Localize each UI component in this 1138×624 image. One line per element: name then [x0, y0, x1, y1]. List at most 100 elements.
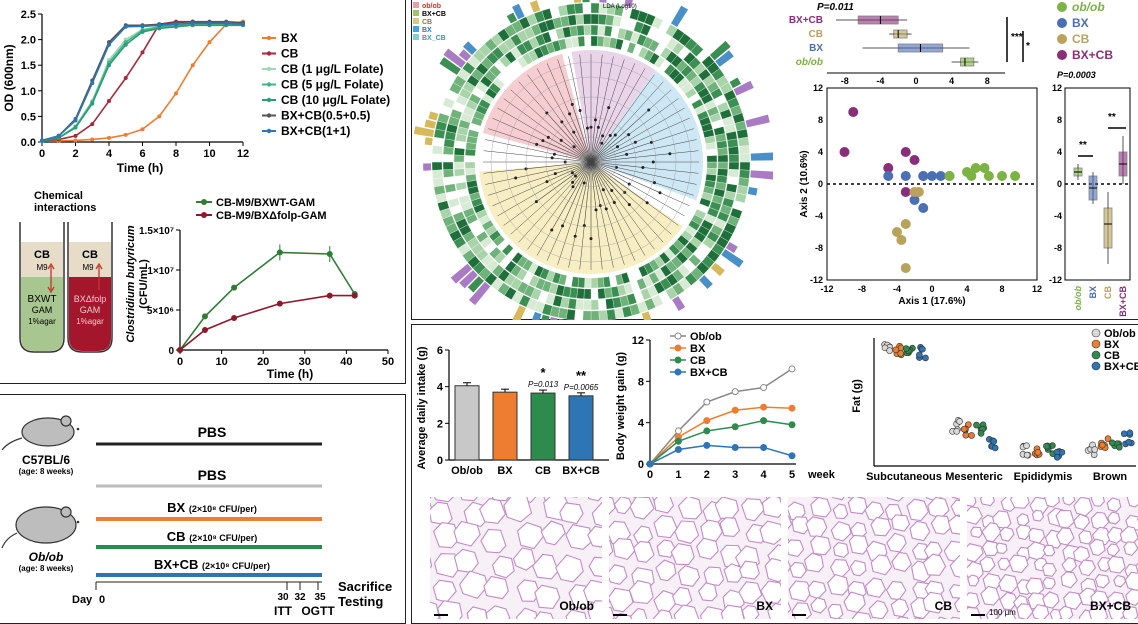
data-point	[90, 122, 94, 126]
x-tick-label: 0	[177, 356, 183, 368]
heatmap-cell	[739, 145, 750, 154]
node	[647, 109, 650, 112]
data-point	[74, 134, 78, 138]
node	[553, 153, 556, 156]
legend-label: CB (10 μg/L Folate)	[281, 93, 390, 107]
heatmap-cell	[443, 154, 453, 162]
node	[641, 166, 644, 169]
outer-bar	[423, 163, 431, 170]
legend-label: CB-M9/BXWT-GAM	[216, 197, 315, 209]
node	[594, 118, 597, 121]
adipocyte	[1043, 577, 1055, 588]
data-point	[789, 453, 795, 459]
x-tick-label: 4	[761, 469, 768, 481]
scatter-point	[896, 235, 906, 245]
tube-wt: CB M9 BXWT GAM 1%agar	[20, 222, 64, 352]
day-label: Day	[72, 594, 93, 606]
adipocyte	[834, 543, 849, 558]
heatmap-cell	[598, 14, 606, 25]
heatmap-cell	[591, 311, 599, 320]
data-point	[732, 389, 738, 395]
data-point	[174, 22, 178, 26]
cb-label: CB (2×10⁸ CFU/per)	[167, 529, 257, 544]
adipocyte	[1079, 531, 1092, 544]
y-tick-label: 0	[818, 179, 823, 189]
node	[586, 127, 589, 130]
adipocyte	[678, 497, 701, 519]
node	[571, 185, 574, 188]
weight-xlabel-suffix: week	[807, 469, 836, 481]
box-tick: 0	[913, 76, 918, 86]
box	[858, 16, 898, 24]
significance: *	[540, 365, 546, 380]
scatter-point	[936, 171, 946, 181]
data-point	[704, 428, 710, 434]
node	[628, 203, 631, 206]
heatmap-cell	[583, 311, 591, 320]
adipocyte	[833, 504, 848, 518]
x-tick-label: 8	[999, 284, 1004, 294]
adipocyte	[484, 576, 508, 598]
heatmap-cell	[583, 14, 591, 24]
legend-marker	[267, 98, 271, 102]
bar	[569, 396, 593, 460]
node	[625, 153, 628, 156]
x-tick-label: 0	[647, 469, 653, 481]
node	[573, 145, 576, 148]
outer-bar	[599, 0, 608, 3]
node	[600, 142, 603, 145]
data-point	[202, 313, 208, 319]
x-tick-label: -4	[893, 284, 901, 294]
side-tick: -12	[1049, 275, 1062, 285]
x-tick-label: 10	[215, 356, 227, 368]
heatmap-cell	[718, 155, 728, 162]
node	[668, 152, 671, 155]
adipocyte	[1000, 527, 1014, 541]
data-point	[74, 126, 78, 130]
data-point	[74, 138, 78, 142]
growth-xlabel: Time (h)	[117, 161, 163, 175]
x-category: BX	[497, 465, 513, 477]
legend-marker	[267, 82, 271, 86]
tree-legend-title: LDA (Log10)	[603, 4, 637, 10]
outer-bar	[746, 115, 770, 128]
node	[597, 126, 600, 129]
heatmap-cell	[576, 14, 584, 25]
data-point	[647, 461, 653, 467]
adipocyte	[673, 588, 692, 607]
y-tick-label: 2.5	[21, 9, 36, 21]
node	[623, 191, 626, 194]
outer-bar	[530, 0, 540, 12]
heatmap-cell	[740, 154, 750, 162]
adipocyte	[967, 507, 982, 524]
data-point	[969, 432, 975, 438]
data-point	[789, 366, 795, 372]
outer-bar	[557, 319, 566, 320]
histology-label-bxcb: BX+CB	[1090, 599, 1131, 613]
heatmap-cell	[716, 141, 727, 149]
data-point	[208, 21, 212, 25]
node	[590, 126, 593, 129]
scatter-point	[910, 155, 920, 165]
adipocyte	[967, 593, 979, 608]
side-pvalue: P=0.0003	[1057, 70, 1096, 80]
adipocyte	[1074, 514, 1090, 529]
data-point	[675, 447, 681, 453]
adipocyte	[980, 497, 994, 506]
mouse2-name: Ob/ob	[29, 550, 64, 564]
y-tick-label: 12	[813, 83, 823, 93]
data-point	[991, 438, 997, 444]
adipocyte	[808, 581, 826, 598]
adipocyte	[765, 558, 781, 581]
adipocyte	[720, 518, 739, 537]
adipocyte	[828, 575, 849, 595]
series-line	[180, 296, 355, 350]
node	[545, 180, 548, 183]
node	[535, 200, 538, 203]
adipocyte	[656, 560, 676, 581]
data-point	[224, 21, 228, 25]
x-category: Subcutaneous	[866, 471, 942, 483]
heatmap-cell	[465, 168, 475, 175]
heatmap-cell	[570, 26, 578, 37]
